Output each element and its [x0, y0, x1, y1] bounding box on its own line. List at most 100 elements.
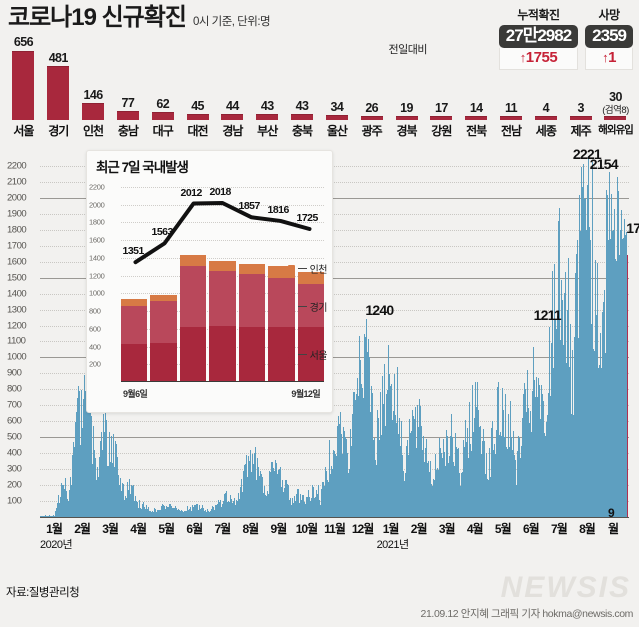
inset-line-label: 2018 — [209, 186, 232, 198]
daily-bar — [421, 426, 422, 517]
daily-bar — [589, 227, 590, 517]
region-bar — [12, 50, 35, 120]
gridline — [40, 373, 629, 375]
inset-bar-segment-경기 — [297, 284, 324, 328]
inset-bar-segment-서울 — [150, 343, 177, 382]
daily-bar — [556, 329, 557, 517]
daily-bar — [537, 396, 538, 517]
daily-bar — [401, 421, 402, 517]
daily-bar — [138, 508, 139, 517]
daily-bar — [295, 501, 296, 517]
daily-bar — [453, 462, 454, 517]
daily-bar — [82, 428, 83, 517]
daily-bar — [418, 427, 419, 517]
daily-bar — [584, 199, 585, 517]
daily-bar — [308, 489, 309, 517]
region-bar-item: 30 (검역8) — [598, 36, 633, 120]
daily-bar — [246, 455, 247, 517]
daily-bar — [296, 494, 297, 517]
daily-bar — [572, 350, 573, 517]
x-axis-tick: 2월 — [410, 522, 428, 536]
daily-bar — [253, 464, 254, 517]
daily-bar — [136, 500, 137, 517]
daily-bar — [373, 439, 374, 517]
daily-bar — [212, 506, 213, 517]
region-label: 대전 — [187, 124, 209, 138]
region-bar-item: 19 — [389, 36, 424, 120]
daily-bar — [511, 437, 512, 517]
daily-bar — [152, 511, 153, 517]
daily-bar — [513, 430, 514, 517]
daily-bar — [530, 410, 531, 517]
daily-bar — [571, 413, 572, 517]
daily-bar — [267, 490, 268, 517]
daily-bar — [532, 391, 533, 517]
daily-bar — [569, 367, 570, 517]
daily-bar — [148, 507, 149, 517]
daily-bar — [365, 337, 366, 517]
daily-bar — [430, 460, 431, 517]
daily-bar — [175, 506, 176, 517]
daily-bar — [480, 425, 481, 517]
daily-bar — [492, 421, 493, 517]
daily-bar — [65, 477, 66, 517]
daily-bar — [627, 255, 628, 517]
daily-bar — [87, 373, 88, 517]
daily-bar — [258, 467, 259, 517]
daily-bar — [122, 483, 123, 517]
y-axis-tick: 1500 — [7, 272, 27, 284]
daily-bar — [276, 462, 277, 517]
daily-bar — [196, 504, 197, 517]
region-bar-item: 14 — [459, 36, 494, 120]
daily-bar — [184, 510, 185, 517]
daily-bar — [123, 484, 124, 517]
daily-bar — [318, 485, 319, 517]
daily-bar — [441, 453, 442, 517]
daily-bar — [74, 447, 75, 517]
region-bar-item: 17 — [424, 36, 459, 120]
daily-bar — [248, 456, 249, 517]
daily-bar — [182, 511, 183, 517]
daily-bar — [363, 398, 364, 517]
daily-bar — [177, 510, 178, 517]
daily-bar — [568, 258, 569, 517]
daily-bar — [202, 505, 203, 517]
y-axis-tick: 1600 — [7, 256, 27, 268]
daily-bar — [143, 502, 144, 517]
inset-bar-segment-인천 — [209, 260, 236, 271]
daily-bar — [131, 484, 132, 517]
daily-bar — [583, 164, 584, 517]
daily-bar — [126, 497, 127, 517]
up-arrow-icon: ↑ — [602, 49, 609, 65]
daily-bar — [359, 336, 360, 517]
region-bar — [395, 116, 418, 120]
daily-bar — [115, 441, 116, 517]
daily-bar — [283, 492, 284, 517]
daily-bar — [527, 370, 528, 517]
daily-bar — [274, 471, 275, 517]
daily-bar — [109, 431, 110, 517]
daily-bar — [416, 448, 417, 517]
daily-bar — [203, 507, 204, 517]
daily-bar — [595, 260, 596, 517]
daily-bar — [559, 208, 560, 517]
daily-bar — [110, 462, 111, 517]
daily-bar — [604, 289, 605, 517]
daily-bar — [216, 505, 217, 517]
x-axis-tick: 5월 — [158, 522, 175, 536]
daily-bar — [345, 437, 346, 517]
region-bar — [604, 116, 627, 120]
region-value: 11 — [505, 100, 518, 115]
daily-bar — [390, 385, 391, 517]
legend-leader-line — [297, 353, 307, 356]
daily-bar — [145, 509, 146, 517]
daily-bar — [423, 435, 424, 517]
gridline — [40, 197, 629, 199]
daily-bar — [255, 446, 256, 517]
daily-bar — [73, 442, 74, 517]
region-label: 경남 — [222, 124, 243, 138]
region-label: 전북 — [466, 124, 487, 138]
inset-y-tick: 200 — [89, 359, 101, 369]
daily-bar — [187, 506, 188, 517]
daily-bar — [563, 345, 564, 517]
